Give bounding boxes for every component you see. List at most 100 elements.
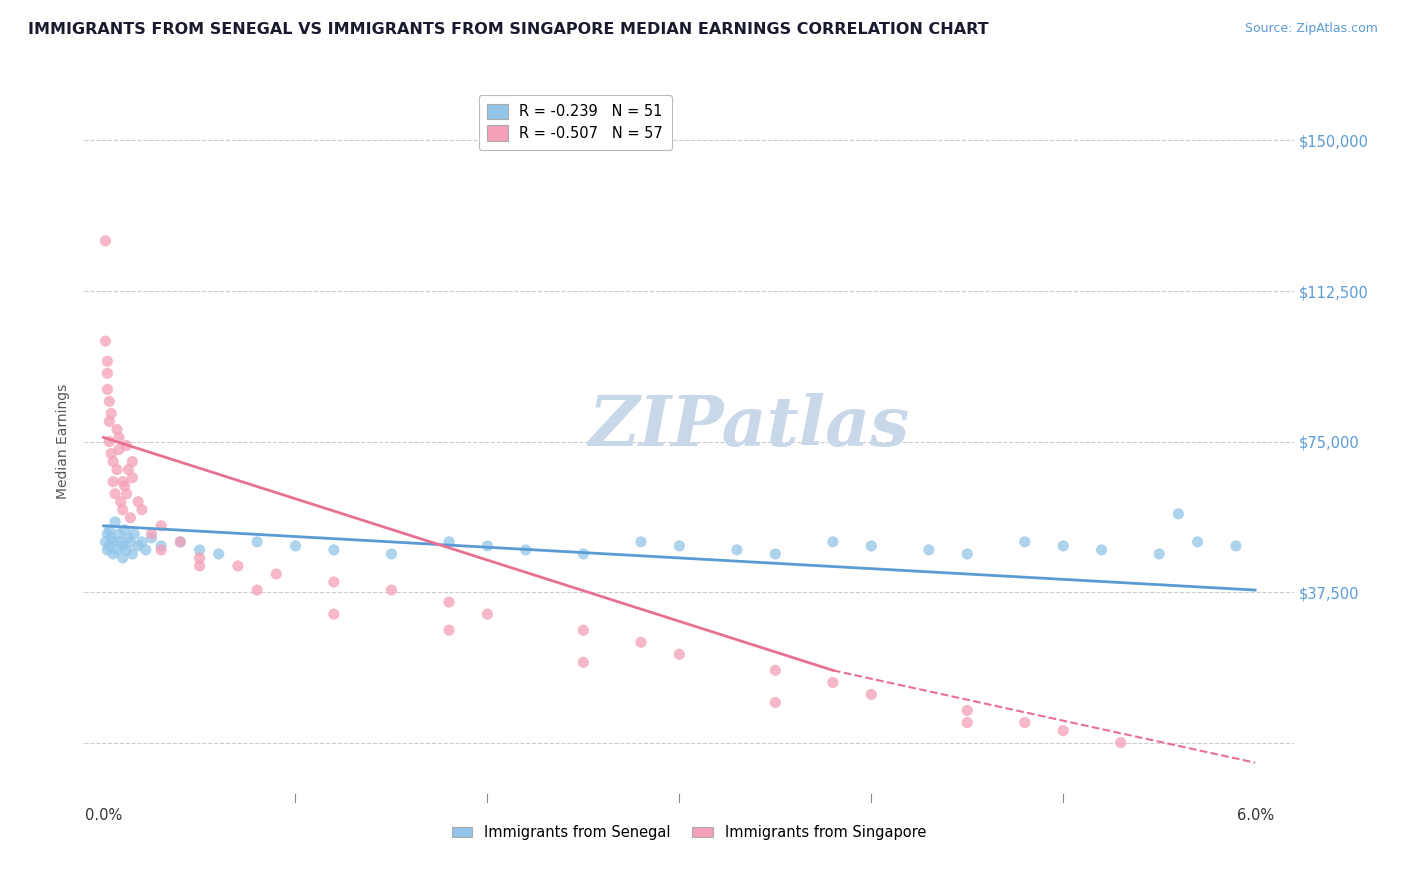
Point <box>100 406 122 420</box>
Point <box>246 534 269 549</box>
Point <box>101 534 124 549</box>
Point <box>96 542 118 557</box>
Point <box>115 438 138 452</box>
Point <box>437 595 460 609</box>
Point <box>114 523 136 537</box>
Point <box>226 558 249 573</box>
Point <box>477 607 499 621</box>
Legend: Immigrants from Senegal, Immigrants from Singapore: Immigrants from Senegal, Immigrants from… <box>446 820 932 847</box>
Point <box>105 422 128 436</box>
Point <box>630 534 652 549</box>
Point <box>120 510 142 524</box>
Point <box>121 470 143 484</box>
Point <box>763 547 786 561</box>
Point <box>111 539 134 553</box>
Point <box>208 547 231 561</box>
Point <box>860 687 883 701</box>
Point <box>515 542 537 557</box>
Point <box>104 486 127 500</box>
Point <box>1014 534 1036 549</box>
Point <box>188 542 211 557</box>
Point <box>284 539 307 553</box>
Point <box>121 547 143 561</box>
Point <box>141 531 163 545</box>
Point <box>918 542 941 557</box>
Point <box>380 547 402 561</box>
Point <box>169 534 191 549</box>
Point <box>131 534 153 549</box>
Point <box>188 558 211 573</box>
Point <box>96 354 118 368</box>
Point <box>437 623 460 637</box>
Point <box>572 547 595 561</box>
Point <box>120 534 142 549</box>
Text: Source: ZipAtlas.com: Source: ZipAtlas.com <box>1244 22 1378 36</box>
Point <box>101 475 124 489</box>
Point <box>94 234 117 248</box>
Point <box>101 547 124 561</box>
Point <box>108 430 131 444</box>
Point <box>94 534 117 549</box>
Point <box>266 567 288 582</box>
Point <box>117 531 139 545</box>
Point <box>1147 547 1170 561</box>
Point <box>1014 715 1036 730</box>
Point <box>117 462 139 476</box>
Point <box>1052 539 1074 553</box>
Point <box>956 715 979 730</box>
Point <box>98 523 121 537</box>
Point <box>150 518 173 533</box>
Point <box>437 534 460 549</box>
Point <box>98 394 121 409</box>
Point <box>188 550 211 566</box>
Point <box>572 655 595 669</box>
Point <box>98 434 121 449</box>
Point <box>763 664 786 678</box>
Point <box>100 531 122 545</box>
Point <box>246 583 269 598</box>
Text: ZIPatlas: ZIPatlas <box>589 393 910 461</box>
Point <box>111 475 134 489</box>
Point <box>141 526 163 541</box>
Point <box>477 539 499 553</box>
Point <box>98 539 121 553</box>
Point <box>115 542 138 557</box>
Point <box>380 583 402 598</box>
Point <box>668 539 690 553</box>
Point <box>122 526 145 541</box>
Point <box>322 574 344 589</box>
Point <box>110 494 132 508</box>
Point <box>108 526 131 541</box>
Point <box>111 502 134 516</box>
Point <box>322 542 344 557</box>
Point <box>322 607 344 621</box>
Point <box>1167 507 1189 521</box>
Point <box>1052 723 1074 738</box>
Point <box>572 623 595 637</box>
Text: IMMIGRANTS FROM SENEGAL VS IMMIGRANTS FROM SINGAPORE MEDIAN EARNINGS CORRELATION: IMMIGRANTS FROM SENEGAL VS IMMIGRANTS FR… <box>28 22 988 37</box>
Point <box>1090 542 1112 557</box>
Y-axis label: Median Earnings: Median Earnings <box>56 384 70 500</box>
Point <box>96 382 118 396</box>
Point <box>94 334 117 348</box>
Point <box>150 542 173 557</box>
Point <box>860 539 883 553</box>
Point <box>763 696 786 710</box>
Point <box>110 534 132 549</box>
Point <box>96 366 118 380</box>
Point <box>956 703 979 717</box>
Point <box>956 547 979 561</box>
Point <box>668 648 690 662</box>
Point <box>131 502 153 516</box>
Point <box>821 534 844 549</box>
Point <box>115 486 138 500</box>
Point <box>1225 539 1247 553</box>
Point <box>1187 534 1209 549</box>
Point <box>108 442 131 457</box>
Point <box>169 534 191 549</box>
Point <box>150 539 173 553</box>
Point <box>121 454 143 468</box>
Point <box>105 542 128 557</box>
Point <box>98 414 121 428</box>
Point <box>111 550 134 566</box>
